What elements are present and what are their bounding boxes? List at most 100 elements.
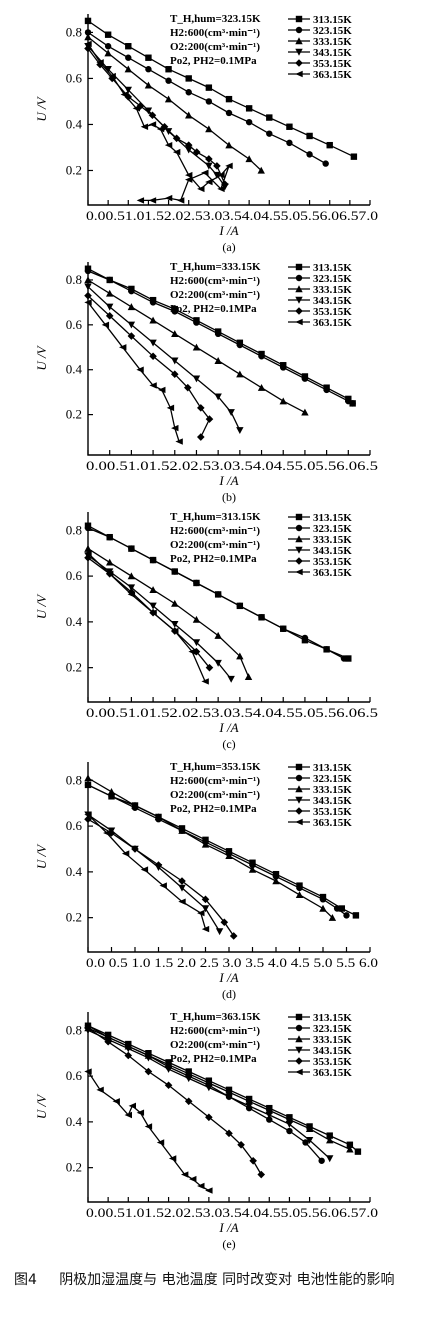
condition-text: O2:200(cm³·min⁻¹): [170, 289, 260, 301]
series-point: [149, 602, 157, 610]
legend-label: 363.15K: [313, 817, 352, 829]
condition-text: Po2, PH2=0.1MPa: [170, 55, 257, 67]
x-axis-label: I /A: [218, 1220, 238, 1235]
y-axis-label: U /V: [34, 344, 49, 370]
series-line: [87, 777, 333, 919]
legend-marker-point: [295, 296, 303, 304]
series-point: [257, 1170, 266, 1179]
series-point: [236, 652, 244, 660]
y-tick-label: 0.6: [66, 568, 83, 583]
series-point: [229, 932, 238, 940]
chart-panel: 0.2 0.4 0.6 0.8 0.00.51.01.52.02.53.03.54.04…: [34, 511, 378, 751]
y-tick-label: 0.4: [66, 362, 83, 377]
x-axis-label: I /A: [218, 970, 238, 985]
series-point: [345, 655, 352, 662]
series-point: [338, 905, 345, 912]
series-point: [121, 850, 130, 857]
series-point: [172, 148, 181, 156]
series-point: [192, 375, 201, 383]
y-tick-label: 0.8: [66, 1022, 82, 1037]
series-point: [326, 1155, 334, 1163]
series-point: [171, 330, 179, 338]
legend-marker-point: [295, 557, 303, 565]
series-point: [144, 107, 153, 115]
y-tick-label: 0.8: [66, 772, 82, 787]
series-line: [87, 1027, 351, 1150]
legend-label: 333.15K: [313, 784, 352, 796]
series-point: [205, 162, 213, 170]
series-point: [319, 896, 327, 903]
series-point: [148, 121, 157, 128]
series-point: [128, 1102, 137, 1110]
series-point: [105, 303, 114, 311]
legend-marker-point: [295, 568, 303, 576]
legend-label: 313.15K: [313, 512, 352, 524]
legend-label: 353.15K: [313, 1056, 352, 1068]
series-point: [84, 267, 92, 275]
series-point: [197, 404, 205, 412]
legend-label: 313.15K: [313, 762, 352, 774]
series-point: [306, 132, 313, 140]
legend-label: 313.15K: [313, 14, 352, 26]
y-tick-label: 0.6: [66, 818, 83, 833]
legend-label: 323.15K: [313, 1023, 352, 1035]
series-point: [125, 43, 132, 50]
condition-text: O2:200(cm³·min⁻¹): [170, 539, 260, 551]
series-point: [185, 75, 192, 82]
series-point: [189, 1175, 197, 1183]
series-point: [184, 1097, 193, 1106]
series-point: [197, 1182, 205, 1190]
series-point: [144, 81, 153, 89]
series-point: [225, 1129, 233, 1138]
series-point: [319, 904, 327, 912]
series-point: [165, 66, 172, 73]
series-point: [96, 1086, 104, 1094]
y-tick-label: 0.6: [66, 70, 83, 85]
legend-label: 353.15K: [313, 58, 352, 70]
series-point: [128, 287, 135, 295]
series-point: [165, 77, 172, 84]
series-point: [164, 1066, 173, 1073]
legend-label: 343.15K: [313, 295, 352, 307]
condition-text: Po2, PH2=0.1MPa: [170, 553, 257, 565]
series-point: [84, 544, 92, 552]
series-point: [215, 928, 224, 936]
series-point: [120, 91, 128, 98]
series-point: [280, 625, 287, 632]
series-point: [104, 66, 112, 73]
series-point: [105, 570, 114, 578]
series-point: [225, 852, 233, 860]
series-point: [201, 895, 210, 904]
legend-marker-point: [295, 70, 303, 78]
legend-label: 333.15K: [313, 1034, 352, 1046]
series-point: [205, 155, 213, 163]
series-point: [178, 884, 186, 892]
legend-marker-point: [295, 59, 303, 67]
series-point: [168, 1155, 177, 1162]
series-point: [106, 533, 113, 541]
series-point: [184, 141, 193, 149]
series-point: [96, 59, 104, 66]
series-point: [249, 1156, 257, 1165]
series-point: [201, 840, 210, 848]
series-point: [105, 312, 114, 320]
y-tick-label: 0.4: [66, 614, 83, 629]
series-point: [183, 383, 192, 392]
series-point: [107, 788, 116, 795]
legend-label: 323.15K: [313, 273, 352, 285]
series-line: [87, 270, 353, 404]
series-point: [305, 1125, 314, 1132]
legend-label: 363.15K: [313, 69, 352, 81]
legend-label: 313.15K: [313, 1012, 352, 1024]
series-point: [192, 343, 201, 351]
series-point: [227, 675, 235, 683]
condition-text: O2:200(cm³·min⁻¹): [170, 789, 260, 801]
series-point: [149, 586, 157, 594]
series-point: [105, 558, 114, 566]
series-point: [101, 321, 110, 329]
series-line: [87, 268, 354, 404]
series-point: [301, 408, 309, 416]
series-point: [107, 829, 116, 837]
series-line: [87, 1071, 210, 1192]
series-point: [201, 169, 209, 176]
